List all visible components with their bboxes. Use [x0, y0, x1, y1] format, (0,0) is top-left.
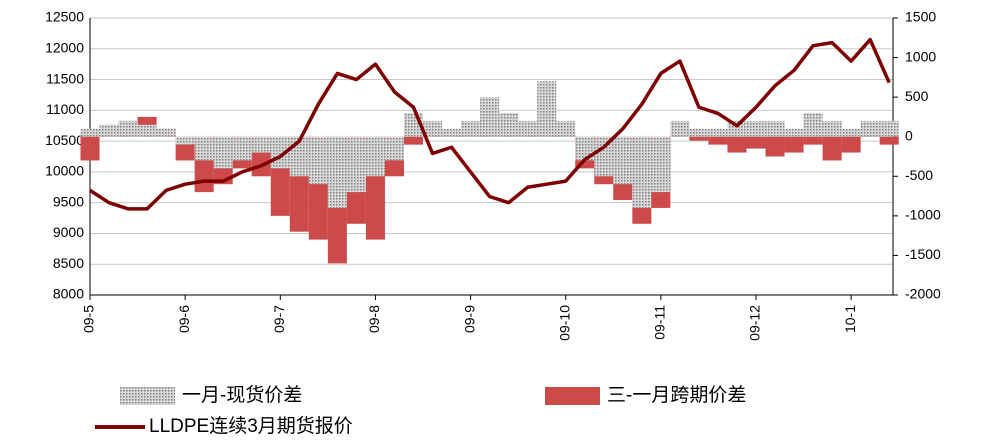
bar: [156, 128, 176, 137]
bar: [613, 136, 633, 185]
bar: [442, 128, 462, 137]
y2-tick-label: 1000: [905, 48, 936, 64]
bar: [175, 136, 195, 145]
bar: [765, 136, 785, 157]
bar: [746, 136, 766, 149]
x-tick-label: 09-10: [556, 305, 572, 341]
bar: [803, 136, 823, 145]
bar: [251, 136, 271, 153]
bar: [803, 112, 823, 137]
bar: [308, 136, 328, 185]
y2-tick-label: -1000: [905, 207, 941, 223]
bar: [99, 124, 119, 137]
bar: [537, 81, 557, 137]
bar: [727, 136, 747, 153]
bar: [461, 120, 481, 137]
bar: [727, 120, 747, 137]
bar: [80, 128, 100, 137]
bar: [556, 120, 576, 137]
bar: [841, 128, 861, 137]
x-tick-label: 09-9: [461, 305, 477, 333]
y-tick-label: 11500: [46, 70, 84, 86]
bar: [422, 120, 443, 137]
x-tick-label: 09-7: [271, 305, 287, 333]
x-tick-label: 09-12: [747, 305, 763, 341]
bar: [384, 136, 404, 161]
bar: [194, 136, 214, 161]
bar: [708, 128, 728, 137]
y2-tick-label: 1500: [905, 9, 936, 25]
legend-label: LLDPE连续3月期货报价: [149, 415, 353, 437]
legend-label: 三-一月跨期价差: [607, 384, 746, 406]
y-tick-label: 10500: [45, 132, 84, 148]
bar: [879, 136, 899, 145]
bar: [594, 136, 614, 177]
y-tick-label: 9000: [53, 224, 84, 240]
bar: [118, 120, 138, 137]
y-tick-label: 8000: [53, 286, 84, 302]
bar: [670, 120, 690, 137]
y2-tick-label: -500: [905, 167, 933, 183]
x-tick-label: 09-6: [176, 305, 192, 333]
y-tick-label: 12000: [45, 39, 84, 55]
bar: [822, 136, 842, 161]
bar: [518, 120, 538, 137]
bar: [137, 124, 157, 137]
x-tick-label: 09-5: [81, 305, 97, 333]
bar: [879, 120, 899, 137]
bar: [708, 136, 728, 145]
y2-tick-label: -1500: [905, 246, 941, 262]
y2-tick-label: -2000: [905, 286, 941, 302]
bar: [841, 136, 861, 153]
x-tick-label: 09-11: [652, 305, 668, 340]
x-tick-label: 10-1: [842, 305, 858, 333]
y2-tick-label: 500: [905, 88, 929, 104]
bar: [822, 120, 842, 137]
bar: [689, 136, 709, 141]
y-tick-label: 10000: [45, 163, 84, 179]
bar: [746, 120, 766, 137]
bar: [213, 136, 233, 169]
bar: [480, 97, 500, 137]
bar: [80, 136, 100, 161]
bar: [499, 112, 519, 137]
bar: [403, 136, 423, 145]
bar: [784, 136, 804, 153]
line-series: [89, 37, 891, 211]
bar: [860, 120, 880, 137]
bar: [365, 136, 385, 177]
y-tick-label: 11000: [46, 101, 84, 117]
bar: [765, 120, 785, 137]
bar: [632, 136, 652, 208]
y-tick-label: 8500: [53, 255, 84, 271]
y2-tick-label: 0: [905, 127, 913, 143]
bar: [651, 136, 671, 193]
x-tick-label: 09-8: [366, 305, 382, 333]
y-tick-label: 12500: [45, 9, 84, 25]
bar: [346, 136, 366, 193]
y-tick-label: 9500: [53, 193, 84, 209]
bar: [232, 136, 252, 161]
legend-swatch: [120, 387, 175, 405]
legend-swatch: [545, 387, 600, 405]
bar: [327, 136, 347, 208]
bar: [689, 128, 709, 137]
bar: [784, 128, 804, 137]
legend-label: 一月-现货价差: [182, 384, 302, 406]
